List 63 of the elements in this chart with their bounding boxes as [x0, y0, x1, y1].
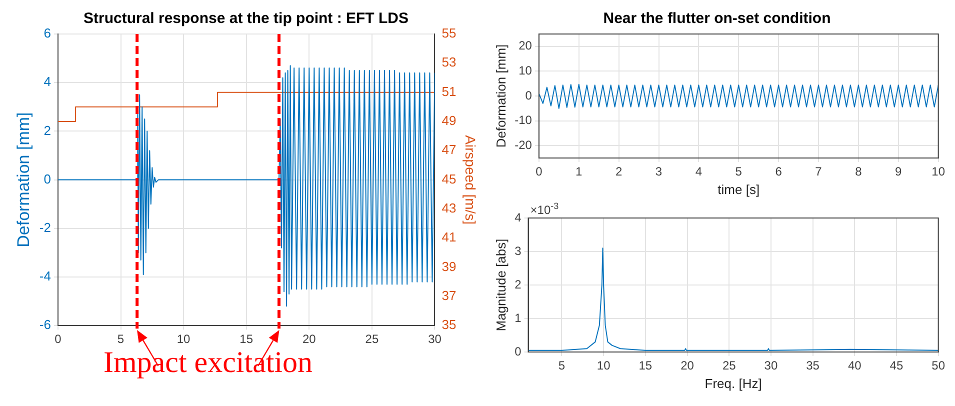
- text: Impact excitation: [102, 346, 314, 380]
- y2-tick-label: 55: [442, 26, 456, 41]
- x-tick-label: 8: [855, 164, 862, 179]
- x-tick-label: 4: [695, 164, 702, 179]
- y-tick-label: 0: [514, 344, 522, 358]
- x-tick-label: 5: [735, 164, 742, 179]
- y-tick-label: 2: [44, 122, 51, 138]
- y-tick-label: 4: [514, 210, 522, 224]
- y2-tick-label: 35: [442, 317, 456, 332]
- x-tick-label: 10: [932, 164, 946, 179]
- y2-tick-label: 53: [442, 54, 456, 70]
- x-tick-label: 35: [806, 358, 820, 373]
- y-tick-label: 10: [518, 64, 532, 78]
- x-tick-label: 0: [54, 332, 62, 346]
- y-tick-label: 0: [525, 88, 532, 102]
- y2-axis-title: Airspeed [m/s]: [462, 135, 479, 225]
- y2-tick-label: 47: [442, 142, 456, 158]
- y-tick-label: 2: [514, 277, 522, 292]
- x-tick-label: 45: [890, 358, 904, 373]
- y-tick-label: -2: [39, 220, 51, 235]
- x-tick-label: 2: [615, 164, 622, 179]
- x-tick-label: 5: [117, 332, 124, 346]
- x-tick-label: 3: [655, 164, 662, 179]
- x-tick-label: 0: [536, 164, 543, 179]
- x-tick-label: 30: [428, 332, 442, 346]
- x-tick-label: 5: [558, 358, 566, 373]
- chart-title: Near the flutter on-set condition: [603, 10, 831, 28]
- y-tick-label: -20: [514, 138, 532, 152]
- x-tick-label: 25: [365, 332, 379, 346]
- y-axis-title: Deformation [mm]: [493, 44, 508, 148]
- x-tick-label: 20: [680, 358, 694, 373]
- x-axis-title: Freq. [Hz]: [704, 376, 762, 391]
- x-tick-label: 15: [240, 332, 254, 346]
- y-tick-label: 4: [44, 74, 51, 90]
- y-axis-title: Deformation [mm]: [14, 112, 33, 248]
- x-tick-label: 50: [932, 358, 946, 373]
- x-tick-label: 25: [722, 358, 736, 373]
- y-tick-label: 1: [514, 310, 522, 325]
- x-tick-label: 10: [176, 332, 191, 346]
- x-tick-label: 10: [596, 358, 611, 373]
- y2-tick-label: 39: [442, 258, 456, 274]
- x-tick-label: 6: [775, 164, 782, 179]
- x-tick-label: 40: [848, 358, 862, 373]
- y-tick-label: -10: [514, 113, 532, 128]
- y-tick-label: 3: [514, 244, 522, 258]
- x-tick-label: 15: [638, 358, 652, 373]
- y-tick-label: -6: [39, 317, 51, 332]
- y-tick-label: -4: [39, 268, 51, 284]
- x-tick-label: 1: [576, 164, 583, 179]
- x-tick-label: 30: [764, 358, 778, 373]
- y2-tick-label: 49: [442, 113, 456, 128]
- y2-tick-label: 43: [442, 200, 456, 216]
- x-tick-label: 20: [302, 332, 316, 346]
- x-tick-label: 7: [815, 164, 822, 179]
- chart-title: Structural response at the tip point : EFT LDS: [83, 10, 409, 28]
- y2-tick-label: 51: [442, 84, 456, 99]
- y2-tick-label: 41: [442, 230, 456, 245]
- y-axis-title: Magnitude [abs]: [493, 238, 508, 332]
- x-tick-label: 9: [895, 164, 902, 179]
- y-tick-label: 20: [518, 38, 532, 53]
- x-axis-title: time [s]: [718, 182, 760, 197]
- y-tick-label: 6: [44, 26, 51, 41]
- y2-tick-label: 37: [442, 288, 456, 304]
